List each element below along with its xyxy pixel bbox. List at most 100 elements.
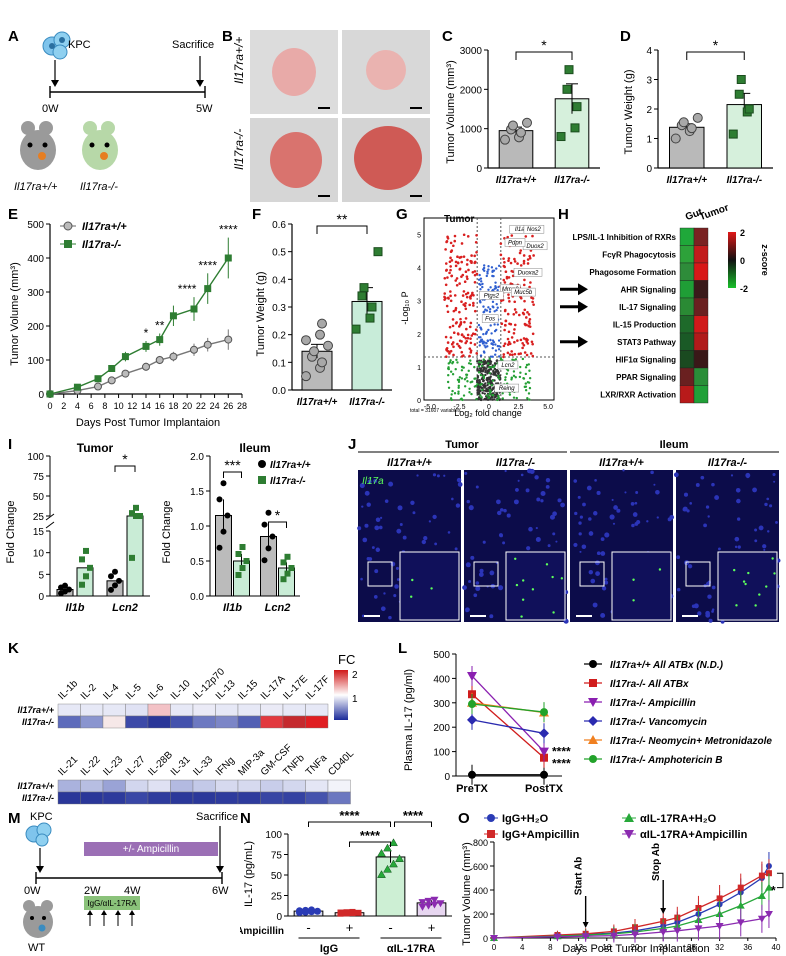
y-tick-label: 0 (276, 912, 282, 923)
volcano-point (494, 371, 497, 374)
volcano-point (446, 380, 450, 384)
volcano-point (457, 392, 460, 395)
volcano-point (469, 351, 473, 354)
volcano-point (509, 261, 513, 265)
volcano-point (479, 398, 482, 401)
gene-label: Lcn2 (501, 363, 515, 369)
volcano-point (502, 257, 505, 260)
volcano-point (485, 309, 489, 312)
heatmap-cell (170, 703, 194, 717)
data-point (46, 390, 54, 398)
volcano-point (504, 376, 507, 379)
data-point (308, 906, 315, 914)
data-point (737, 884, 744, 891)
panel-c-chart: 0 1000 2000 3000 Il17ra+/+ Il17ra-/- * Tumor V… (445, 37, 600, 186)
volcano-point (522, 259, 526, 263)
heatmap-row-label: AHR Signaling (620, 285, 676, 294)
nucleus-dot (588, 531, 594, 536)
volcano-point (512, 332, 516, 335)
panel-g-xlabel: Log₂ fold change (454, 408, 522, 418)
data-point (66, 586, 72, 593)
volcano-point (494, 281, 497, 284)
volcano-point (495, 267, 498, 270)
volcano-point (531, 342, 534, 346)
heatmap-col-label: IL-17F (304, 674, 332, 702)
volcano-point (485, 388, 488, 392)
volcano-point (472, 301, 475, 305)
heatmap-cell (237, 779, 261, 793)
volcano-point (514, 375, 517, 379)
volcano-point (478, 379, 481, 382)
volcano-point (507, 293, 510, 296)
volcano-point (444, 248, 447, 251)
x-tick-label: Il1b (223, 602, 242, 614)
heatmap-cell (260, 791, 284, 805)
heatmap-col-label: IL-21 (56, 754, 80, 778)
volcano-point (469, 337, 472, 340)
volcano-point (444, 296, 447, 300)
significance-label: **** (198, 258, 217, 272)
data-point (133, 504, 139, 511)
volcano-point (524, 366, 528, 369)
volcano-point (477, 388, 480, 392)
heatmap-cell (215, 791, 239, 805)
colorbar-title: FC (338, 652, 355, 667)
data-point (389, 838, 398, 847)
data-point (357, 291, 367, 301)
data-point (715, 923, 724, 930)
colorbar-title: z-score (760, 244, 770, 276)
gene-label-box (481, 314, 499, 323)
panel-m-sacrifice-label: Sacrifice (196, 811, 238, 823)
volcano-point (477, 396, 481, 399)
volcano-point (508, 353, 512, 356)
panel-c-ylabel: Tumor Volume (mm³) (445, 60, 457, 164)
volcano-point (475, 352, 479, 355)
data-point (349, 908, 356, 915)
x-tick-label: Il17ra-/- (554, 175, 590, 186)
y-tick-label: 2 (646, 105, 652, 116)
nucleus-dot (535, 526, 538, 530)
volcano-point (468, 391, 471, 394)
significance-label: **** (178, 282, 197, 296)
nucleus-dot (769, 504, 773, 508)
volcano-point (450, 259, 454, 262)
panel-m-treatment-label: +/- Ampicillin (123, 844, 179, 855)
volcano-point (456, 361, 459, 364)
volcano-point (509, 322, 513, 326)
signal-dot (632, 599, 635, 602)
nucleus-dot (496, 499, 501, 505)
nucleus-dot (707, 594, 712, 599)
volcano-point (513, 323, 517, 327)
x-tick-label: 22 (196, 401, 206, 411)
volcano-point (447, 367, 450, 371)
nucleus-dot (421, 539, 427, 545)
nucleus-dot (397, 505, 403, 511)
volcano-point (462, 255, 466, 258)
nucleus-dot (357, 526, 362, 531)
volcano-point (513, 300, 517, 304)
cell-cluster-icon (25, 822, 52, 847)
heatmap-cell (192, 715, 216, 729)
nucleus-dot (632, 512, 638, 517)
volcano-point (478, 299, 482, 303)
data-point (220, 528, 227, 535)
volcano-point (469, 297, 472, 300)
volcano-point (486, 270, 489, 273)
volcano-point (528, 376, 532, 380)
data-point (216, 496, 223, 503)
volcano-point (510, 350, 513, 353)
y-tick-label: 4 (417, 266, 421, 273)
ampicillin-bar (84, 842, 218, 856)
data-point (155, 356, 164, 364)
x-tick-label: 24 (659, 943, 668, 952)
heatmap-row-label: LPS/IL-1 Inhibition of RXRs (572, 233, 676, 242)
volcano-point (488, 371, 491, 375)
data-point (430, 901, 439, 909)
x-tick-label: Il17ra-/- (726, 175, 762, 186)
volcano-point (466, 380, 469, 383)
x-tick-label: 8 (102, 401, 107, 411)
volcano-point (504, 378, 507, 382)
volcano-point (469, 359, 472, 362)
heatmap-cell (192, 779, 216, 793)
volcano-point (473, 254, 476, 258)
